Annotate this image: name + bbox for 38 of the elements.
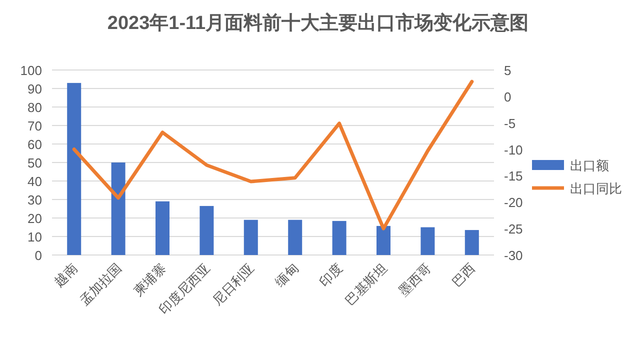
y2-tick-label: -15 xyxy=(504,168,523,184)
bar xyxy=(156,201,170,255)
y2-tick-label: -20 xyxy=(504,195,523,210)
y-tick-label: 20 xyxy=(28,211,42,226)
bar xyxy=(111,162,126,255)
chart-title: 2023年1-11月面料前十大主要出口市场变化示意图 xyxy=(107,12,529,34)
y-tick-label: 100 xyxy=(20,63,42,78)
y-tick-label: 80 xyxy=(28,100,42,115)
x-tick-label: 尼日利亚 xyxy=(210,260,258,308)
bar xyxy=(67,82,82,255)
y-tick-label: 50 xyxy=(28,156,42,170)
bar xyxy=(200,206,214,255)
y2-tick-label: -10 xyxy=(504,142,523,158)
x-tick-label: 巴西 xyxy=(449,260,478,290)
line-series xyxy=(72,80,474,230)
y2-tick-label: -30 xyxy=(504,248,523,263)
bar xyxy=(420,227,435,255)
y2-tick-label: 0 xyxy=(504,89,512,104)
y-tick-label: 60 xyxy=(28,137,42,152)
y-tick-label: 30 xyxy=(28,192,42,208)
y2-tick-label: 5 xyxy=(504,63,512,78)
bar xyxy=(288,220,302,255)
legend-label: 出口同比 xyxy=(570,181,622,196)
bar xyxy=(464,230,479,255)
bar xyxy=(376,226,390,255)
legend-label: 出口额 xyxy=(570,158,609,173)
y-tick-label: 0 xyxy=(34,248,42,263)
bar xyxy=(332,220,346,255)
y-tick-label: 40 xyxy=(28,174,42,189)
y-tick-label: 70 xyxy=(28,118,42,134)
y2-tick-label: -25 xyxy=(504,222,523,237)
x-tick-label: 墨西哥 xyxy=(396,260,434,299)
bar xyxy=(244,220,258,255)
y2-tick-label: -5 xyxy=(504,116,516,131)
y-tick-label: 10 xyxy=(28,230,42,244)
y-tick-label: 90 xyxy=(28,82,42,96)
x-tick-label: 缅甸 xyxy=(272,260,302,290)
x-tick-label: 柬埔寨 xyxy=(130,260,169,299)
